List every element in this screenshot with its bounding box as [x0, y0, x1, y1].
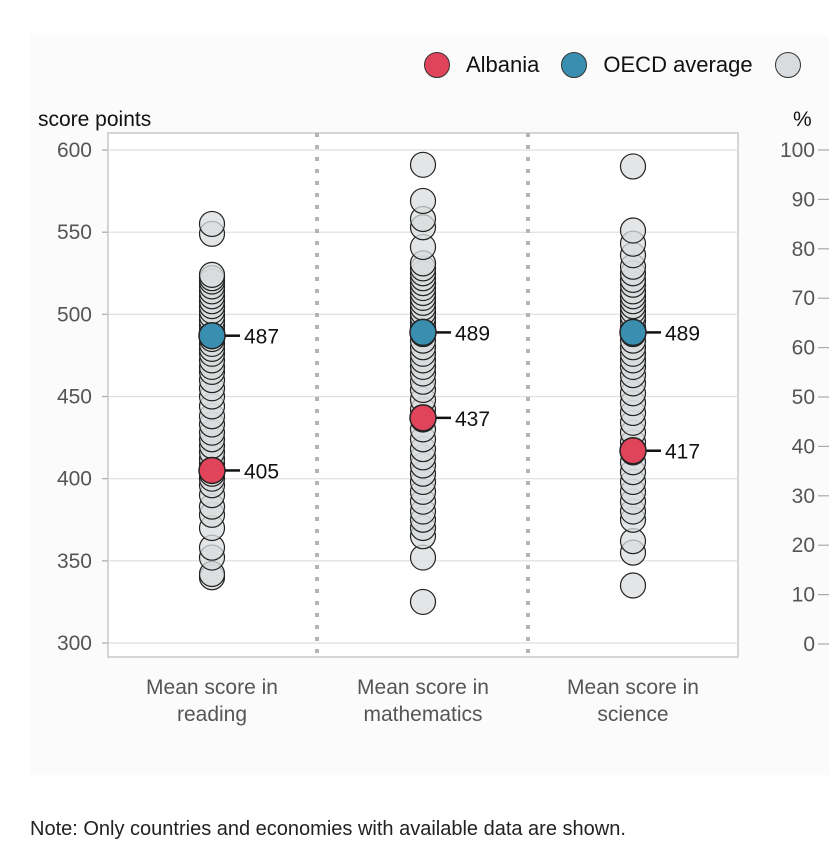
category-label-3-line-2: science: [597, 703, 668, 726]
right-tick-label-10: 10: [792, 584, 815, 607]
left-tick-label-400: 400: [57, 468, 92, 491]
legend: Albania OECD average: [424, 52, 823, 78]
left-tick-label-300: 300: [57, 632, 92, 655]
right-tick-label-0: 0: [803, 633, 815, 656]
legend-item-oecd-average: OECD average: [561, 52, 753, 78]
left-tick-label-600: 600: [57, 139, 92, 162]
country-point-3-40: [619, 217, 647, 244]
right-tick-label-90: 90: [792, 188, 815, 211]
left-tick-label-450: 450: [57, 386, 92, 409]
left-axis-title: score points: [38, 108, 151, 131]
right-tick-label-80: 80: [792, 238, 815, 261]
oecd-average-value-label-2: 489: [455, 322, 490, 345]
albania-point-2: [409, 404, 437, 432]
legend-label-oecd-average: OECD average: [603, 52, 753, 77]
footnote: Note: Only countries and economies with …: [30, 818, 626, 840]
left-tick-label-550: 550: [57, 221, 92, 244]
category-label-3-line-1: Mean score in: [567, 676, 699, 699]
legend-label-albania: Albania: [466, 52, 540, 77]
country-point-3-41: [619, 153, 647, 180]
country-point-2-45: [409, 187, 437, 215]
albania-point-1: [198, 456, 226, 485]
albania-value-label-2: 437: [455, 408, 490, 431]
left-tick-label-350: 350: [57, 550, 92, 573]
legend-marker-oecd-average: [561, 52, 588, 78]
right-tick-label-50: 50: [792, 386, 815, 409]
category-label-2-line-1: Mean score in: [357, 676, 489, 699]
oecd-average-point-1: [198, 321, 226, 350]
oecd-average-value-label-1: 487: [244, 326, 279, 349]
category-label-2-line-2: mathematics: [363, 703, 482, 726]
right-tick-label-60: 60: [792, 337, 815, 360]
legend-marker-albania: [424, 52, 450, 78]
country-point-2-46: [409, 151, 437, 178]
left-tick-label-500: 500: [57, 303, 92, 326]
country-point-2-1: [409, 588, 437, 616]
oecd-average-point-2: [409, 318, 437, 347]
right-tick-label-70: 70: [792, 287, 815, 310]
right-axis-title: %: [793, 108, 812, 131]
category-label-1-line-1: Mean score in: [146, 676, 278, 699]
albania-value-label-1: 405: [244, 460, 279, 483]
right-tick-label-40: 40: [792, 435, 815, 458]
oecd-average-point-3: [619, 318, 647, 347]
right-tick-label-20: 20: [792, 534, 815, 557]
country-point-1-45: [198, 210, 226, 238]
category-label-1-line-2: reading: [177, 703, 247, 726]
legend-item-albania: Albania: [424, 52, 539, 78]
country-point-3-1: [619, 572, 647, 599]
right-tick-label-30: 30: [792, 485, 815, 508]
legend-marker-partial: [774, 52, 801, 78]
oecd-average-value-label-3: 489: [665, 322, 700, 345]
legend-item-partial: [774, 52, 801, 78]
country-point-1-43: [198, 261, 226, 288]
right-tick-label-100: 100: [780, 139, 815, 162]
albania-point-3: [619, 436, 647, 465]
albania-value-label-3: 417: [665, 441, 700, 464]
